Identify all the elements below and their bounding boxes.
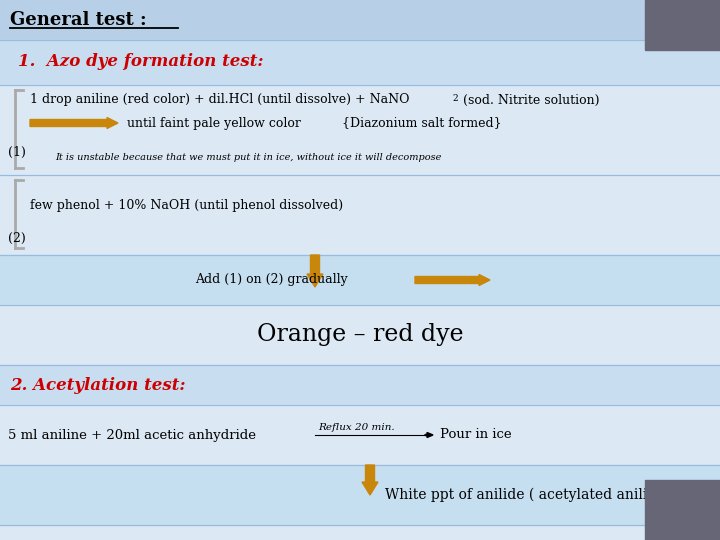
Text: {Diazonium salt formed}: {Diazonium salt formed}	[338, 117, 502, 130]
Text: 1 drop aniline (red color) + dil.HCl (until dissolve) + NaNO: 1 drop aniline (red color) + dil.HCl (un…	[30, 93, 410, 106]
Bar	[0, 40, 720, 85]
FancyArrow shape	[362, 465, 378, 495]
Text: 2. Acetylation test:: 2. Acetylation test:	[10, 376, 186, 394]
Bar	[0, 175, 720, 255]
Bar	[645, 480, 720, 540]
Bar	[0, 465, 720, 525]
Text: (1): (1)	[8, 145, 26, 159]
Bar	[0, 0, 720, 40]
Text: Add (1) on (2) gradually: Add (1) on (2) gradually	[195, 273, 348, 287]
FancyArrow shape	[415, 274, 490, 286]
Bar	[645, 0, 720, 50]
Text: 1.  Azo dye formation test:: 1. Azo dye formation test:	[18, 53, 264, 71]
Text: Orange – red dye: Orange – red dye	[257, 323, 463, 347]
FancyArrow shape	[425, 433, 433, 437]
Text: 5 ml aniline + 20ml acetic anhydride: 5 ml aniline + 20ml acetic anhydride	[8, 429, 256, 442]
Text: White ppt of anilide ( acetylated aniline).: White ppt of anilide ( acetylated anilin…	[385, 488, 675, 502]
FancyArrow shape	[30, 118, 118, 129]
Bar	[0, 85, 720, 175]
Text: (sod. Nitrite solution): (sod. Nitrite solution)	[459, 93, 600, 106]
Text: Reflux 20 min.: Reflux 20 min.	[318, 423, 395, 432]
Bar	[0, 255, 720, 305]
Text: 2: 2	[452, 94, 458, 103]
FancyArrow shape	[307, 255, 323, 287]
Text: Pour in ice: Pour in ice	[440, 429, 512, 442]
Text: few phenol + 10% NaOH (until phenol dissolved): few phenol + 10% NaOH (until phenol diss…	[30, 199, 343, 212]
Text: (2): (2)	[8, 232, 26, 245]
Text: until faint pale yellow color: until faint pale yellow color	[127, 117, 301, 130]
Bar	[0, 365, 720, 405]
Text: General test :: General test :	[10, 11, 147, 29]
Text: It is unstable because that we must put it in ice, without ice it will decompose: It is unstable because that we must put …	[55, 153, 441, 163]
Bar	[0, 305, 720, 365]
Bar	[0, 405, 720, 465]
